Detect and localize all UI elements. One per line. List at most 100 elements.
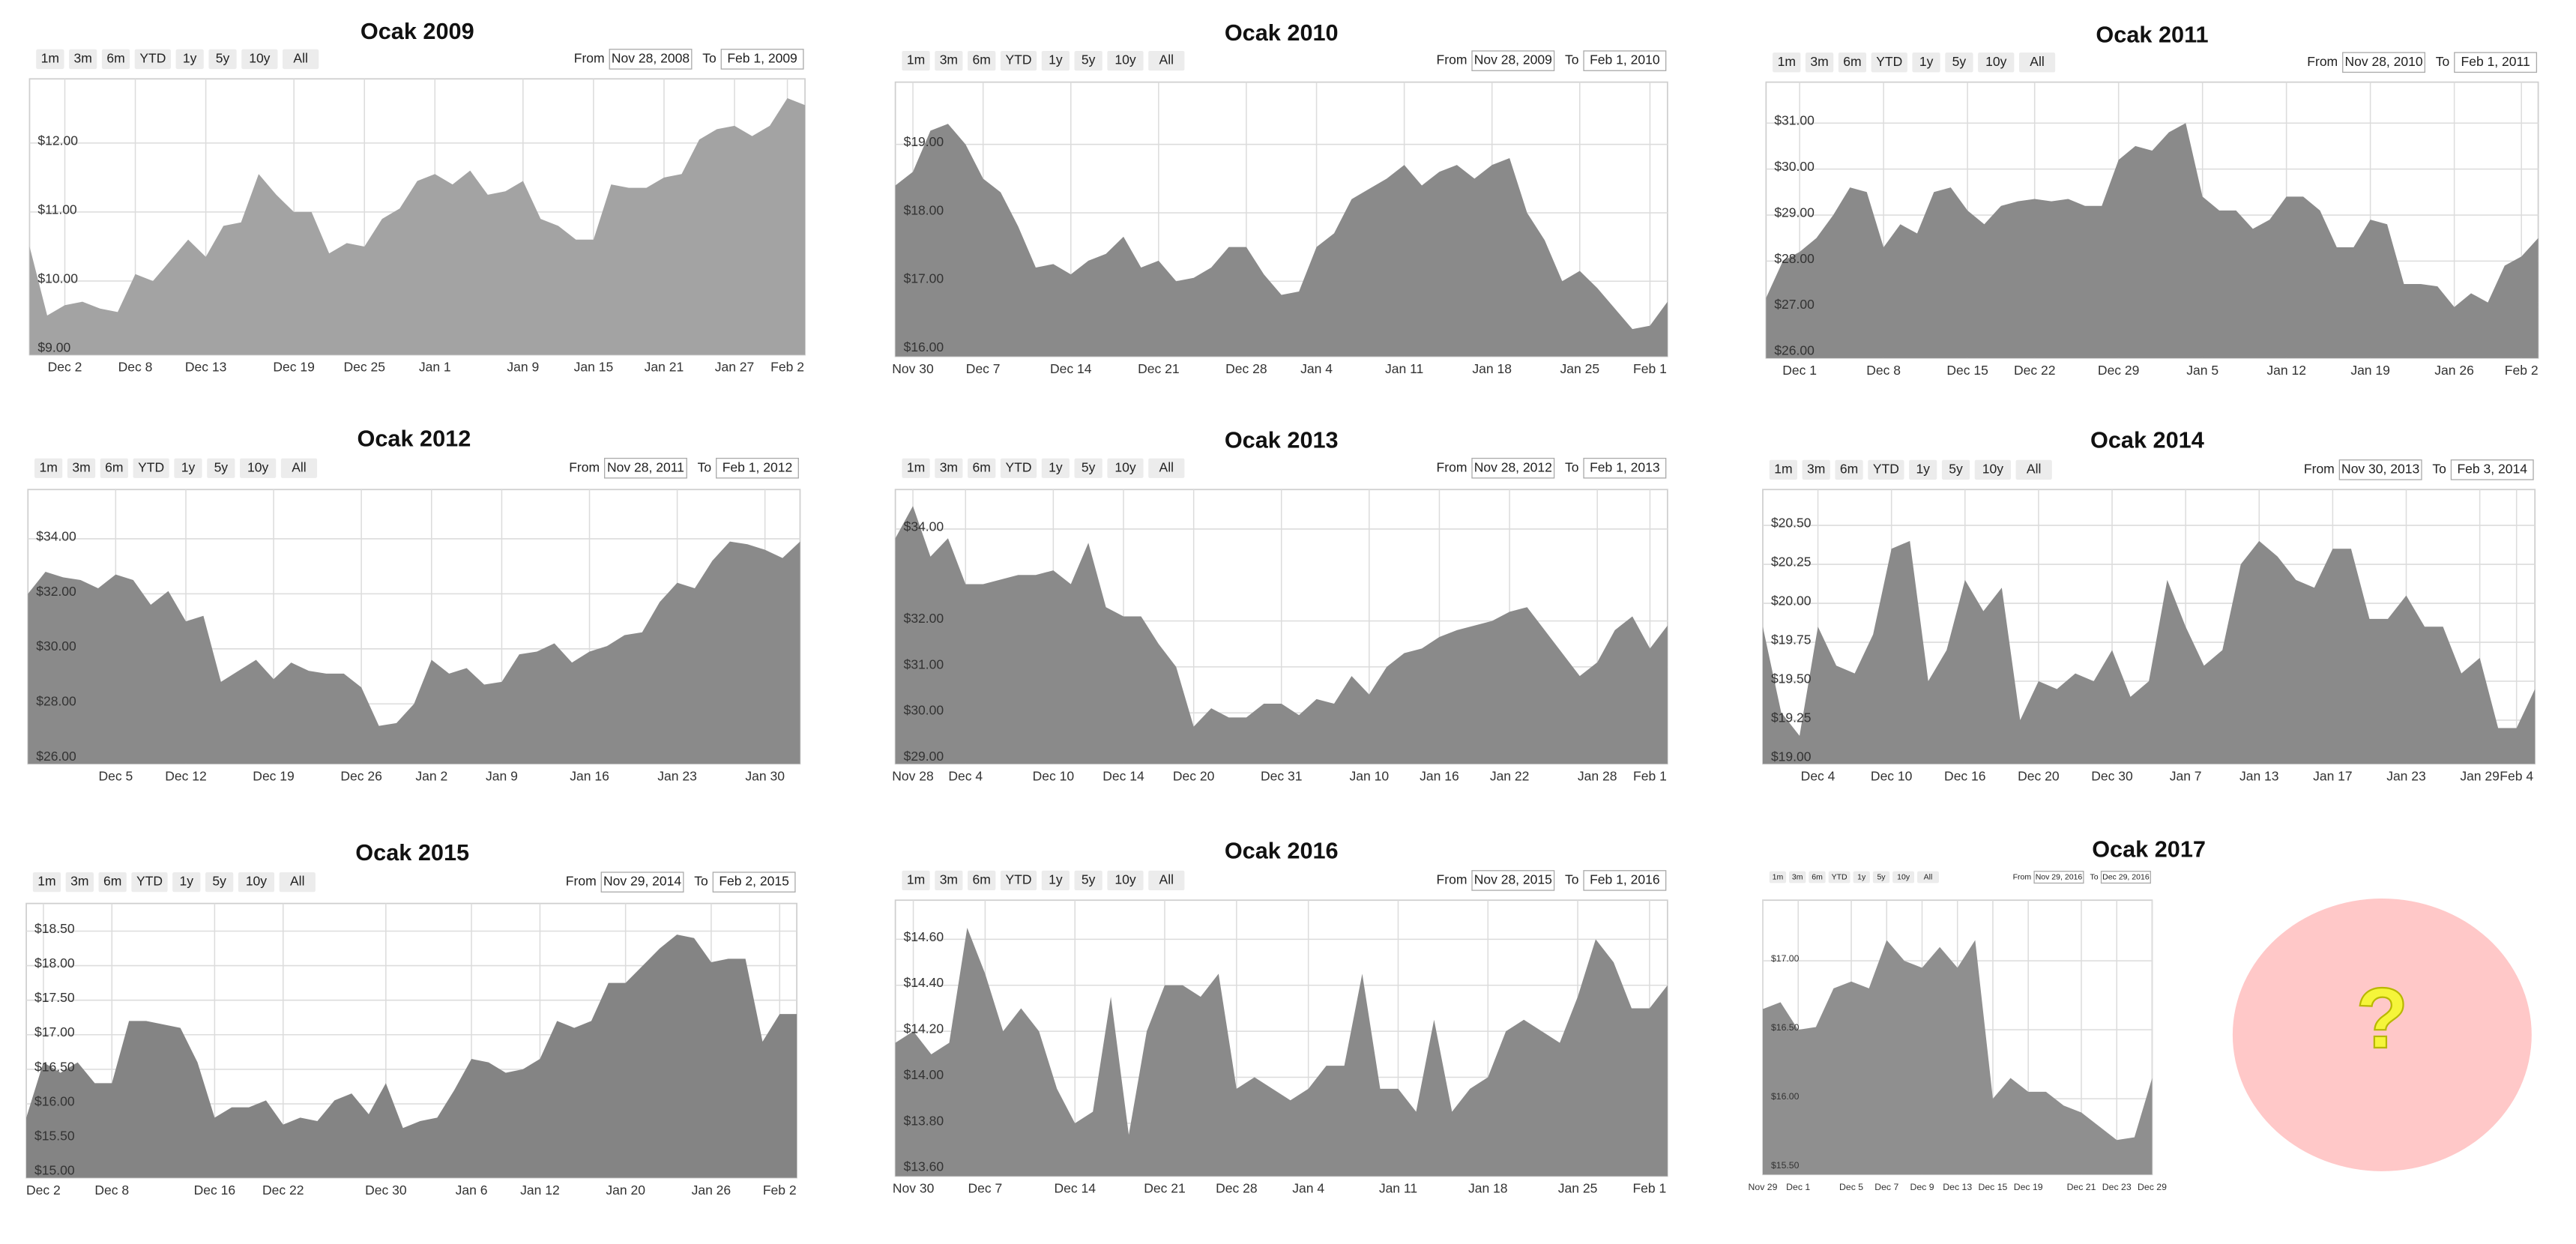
range-button-label[interactable]: YTD <box>1005 872 1031 887</box>
range-button[interactable] <box>1809 871 1826 884</box>
to-date[interactable]: Feb 1, 2012 <box>723 459 793 474</box>
range-button-label[interactable]: 3m <box>940 52 958 67</box>
range-button[interactable] <box>131 872 168 893</box>
range-button[interactable] <box>1769 871 1787 884</box>
range-button-label[interactable]: 1m <box>39 459 57 474</box>
range-button-label[interactable]: 5y <box>1949 462 1963 477</box>
range-button[interactable] <box>1107 458 1144 478</box>
range-button[interactable] <box>1074 458 1103 478</box>
from-date[interactable]: Nov 29, 2016 <box>2036 872 2083 881</box>
range-button[interactable] <box>935 870 963 891</box>
range-button-label[interactable]: All <box>1159 459 1174 474</box>
range-button[interactable] <box>1802 459 1830 480</box>
range-button[interactable] <box>902 458 930 478</box>
range-button-label[interactable]: All <box>292 459 306 474</box>
range-button[interactable] <box>1789 871 1806 884</box>
range-button[interactable] <box>1000 458 1037 478</box>
range-button[interactable] <box>935 458 963 478</box>
range-button[interactable] <box>1974 459 2011 480</box>
range-button[interactable] <box>207 458 235 478</box>
from-date[interactable]: Nov 28, 2012 <box>1474 459 1552 474</box>
range-button[interactable] <box>100 458 128 478</box>
to-date[interactable]: Feb 1, 2016 <box>1590 872 1660 887</box>
range-button-label[interactable]: 1y <box>1916 462 1930 477</box>
range-button-label[interactable]: 1y <box>1857 872 1866 881</box>
to-date[interactable]: Feb 1, 2013 <box>1590 459 1660 474</box>
to-date[interactable]: Feb 3, 2014 <box>2457 462 2527 477</box>
range-button[interactable] <box>935 50 963 71</box>
range-button-label[interactable]: 1y <box>1049 872 1063 887</box>
range-button-label[interactable]: 3m <box>940 459 958 474</box>
from-input[interactable] <box>609 49 693 70</box>
range-button[interactable] <box>172 872 201 893</box>
to-input[interactable] <box>2100 870 2151 884</box>
range-button-label[interactable]: YTD <box>1832 872 1847 881</box>
range-button[interactable] <box>36 49 64 70</box>
range-button[interactable] <box>1912 52 1940 73</box>
range-button[interactable] <box>1107 50 1144 71</box>
range-button[interactable] <box>1041 50 1070 71</box>
range-button-label[interactable]: YTD <box>1873 462 1899 477</box>
to-date[interactable]: Dec 29, 2016 <box>2102 872 2150 881</box>
range-button-label[interactable]: 1m <box>41 51 59 66</box>
range-button-label[interactable]: 10y <box>249 51 270 66</box>
range-button[interactable] <box>67 458 96 478</box>
range-button[interactable] <box>1805 52 1834 73</box>
from-input[interactable] <box>2033 870 2084 884</box>
range-button[interactable] <box>69 49 97 70</box>
range-button-label[interactable]: 1m <box>907 52 925 67</box>
range-button-label[interactable]: 6m <box>973 52 991 67</box>
from-input[interactable] <box>1471 50 1555 71</box>
range-button-label[interactable]: 1m <box>1773 872 1784 881</box>
range-button-label[interactable]: 6m <box>103 874 121 889</box>
range-button[interactable] <box>240 458 277 478</box>
range-button[interactable] <box>1892 871 1915 884</box>
from-date[interactable]: Nov 28, 2011 <box>607 459 684 474</box>
range-button-label[interactable]: 10y <box>1114 52 1135 67</box>
range-button-label[interactable]: 10y <box>1982 462 2003 477</box>
range-button-label[interactable]: YTD <box>136 874 163 889</box>
range-button-label[interactable]: YTD <box>1005 459 1031 474</box>
range-button-label[interactable]: 3m <box>940 872 958 887</box>
range-button-label[interactable]: 6m <box>1812 872 1823 881</box>
range-button[interactable] <box>1941 459 1970 480</box>
from-input[interactable] <box>1471 870 1555 891</box>
from-input[interactable] <box>2342 52 2425 73</box>
range-button-label[interactable]: 5y <box>1082 872 1096 887</box>
from-date[interactable]: Nov 30, 2013 <box>2341 462 2419 477</box>
range-button[interactable] <box>1909 459 1937 480</box>
range-button[interactable] <box>1828 871 1850 884</box>
range-button[interactable] <box>1107 870 1144 891</box>
range-button[interactable] <box>101 49 130 70</box>
range-button-label[interactable]: 1y <box>180 874 194 889</box>
range-button[interactable] <box>1872 871 1890 884</box>
range-button[interactable] <box>1148 870 1185 891</box>
range-button-label[interactable]: 3m <box>1807 462 1825 477</box>
to-input[interactable] <box>2454 52 2538 73</box>
range-button[interactable] <box>133 458 169 478</box>
range-button-label[interactable]: 6m <box>1840 462 1858 477</box>
range-button[interactable] <box>1838 52 1867 73</box>
range-button-label[interactable]: 10y <box>1114 459 1135 474</box>
to-date[interactable]: Feb 1, 2009 <box>727 51 797 66</box>
range-button-label[interactable]: 1m <box>1778 54 1796 69</box>
range-button-label[interactable]: 5y <box>216 51 230 66</box>
from-input[interactable] <box>603 457 687 479</box>
range-button[interactable] <box>1871 52 1907 73</box>
range-button[interactable] <box>1917 871 1939 884</box>
range-button-label[interactable]: 1m <box>1774 462 1792 477</box>
range-button[interactable] <box>1945 52 1973 73</box>
range-button-label[interactable]: 6m <box>105 459 123 474</box>
range-button-label[interactable]: 1y <box>183 51 197 66</box>
to-input[interactable] <box>2450 459 2534 480</box>
range-button[interactable] <box>279 872 316 893</box>
range-button-label[interactable]: 5y <box>214 459 229 474</box>
range-button[interactable] <box>1000 870 1037 891</box>
range-button-label[interactable]: 3m <box>72 459 90 474</box>
range-button[interactable] <box>205 872 234 893</box>
to-input[interactable] <box>1583 50 1667 71</box>
range-button-label[interactable]: All <box>2027 462 2041 477</box>
range-button-label[interactable]: All <box>1159 872 1174 887</box>
range-button[interactable] <box>238 872 275 893</box>
to-input[interactable] <box>720 49 804 70</box>
